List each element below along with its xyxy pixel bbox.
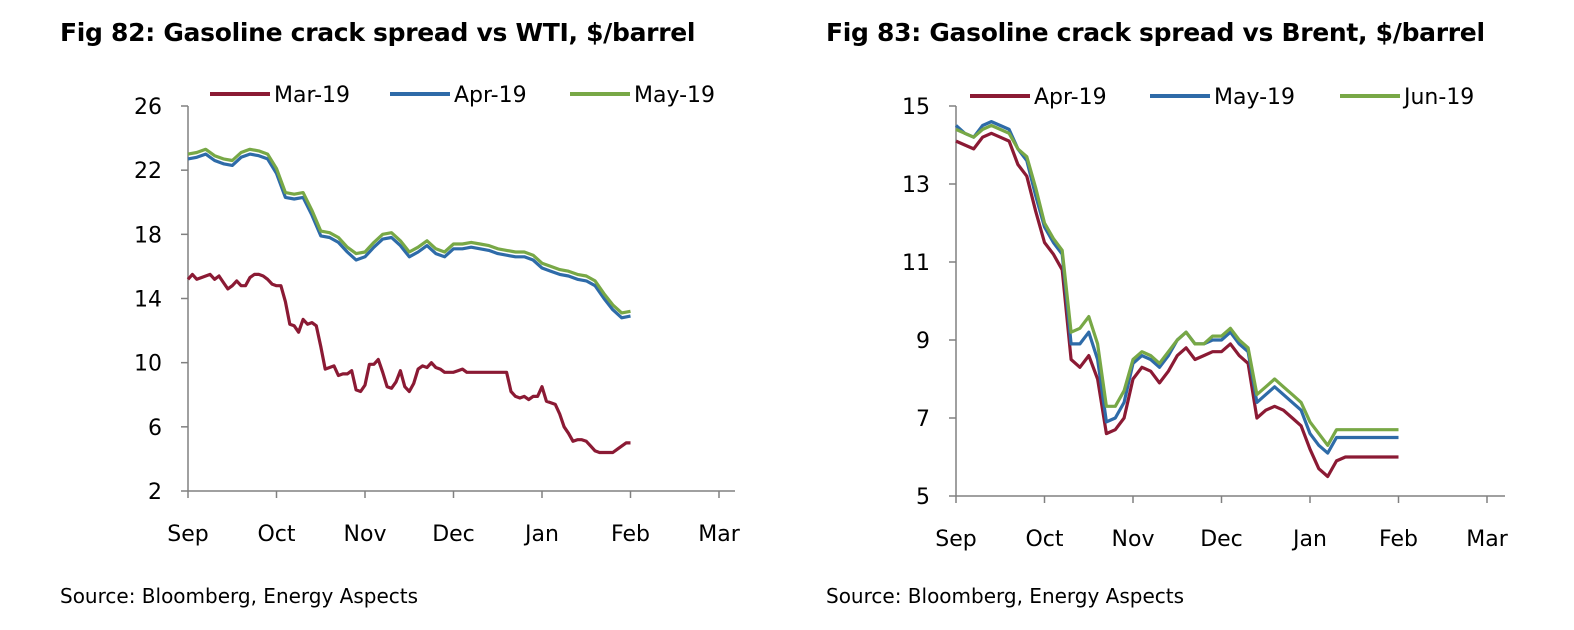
x-tick-label: Nov — [344, 522, 387, 547]
series-line-Apr-19 — [955, 131, 1399, 479]
x-tick-label: Mar — [698, 522, 740, 547]
x-tick-label: Jan — [1291, 527, 1327, 552]
series-line-Jun-19 — [955, 123, 1399, 447]
y-tick-label: 15 — [902, 95, 930, 120]
legend-label: May-19 — [634, 83, 715, 108]
legend-label: Mar-19 — [274, 83, 350, 108]
series-line-Apr-19 — [187, 152, 631, 320]
y-tick-label: 10 — [134, 352, 162, 377]
legend-label: Jun-19 — [1402, 85, 1474, 110]
chart-panel-wti: Fig 82: Gasoline crack spread vs WTI, $/… — [60, 18, 741, 608]
x-tick-label: Mar — [1466, 527, 1508, 552]
x-tick-label: Feb — [1379, 527, 1418, 552]
x-tick-label: Nov — [1112, 527, 1155, 552]
x-tick-label: Oct — [1025, 527, 1063, 552]
y-tick-label: 26 — [134, 95, 162, 120]
y-tick-label: 7 — [916, 407, 930, 432]
legend-label: May-19 — [1214, 85, 1295, 110]
chart-title: Fig 82: Gasoline crack spread vs WTI, $/… — [60, 18, 696, 47]
y-tick-label: 22 — [134, 159, 162, 184]
x-tick-label: Feb — [611, 522, 650, 547]
y-tick-label: 18 — [134, 223, 162, 248]
y-tick-label: 2 — [148, 480, 162, 505]
x-tick-label: Oct — [257, 522, 295, 547]
x-tick-label: Sep — [935, 527, 976, 552]
x-tick-label: Sep — [167, 522, 208, 547]
legend-label: Apr-19 — [454, 83, 527, 108]
y-tick-label: 13 — [902, 173, 930, 198]
legend-label: Apr-19 — [1034, 85, 1107, 110]
x-tick-label: Dec — [432, 522, 475, 547]
x-tick-label: Dec — [1200, 527, 1243, 552]
y-tick-label: 11 — [902, 251, 930, 276]
y-tick-label: 14 — [134, 288, 162, 313]
chart-source: Source: Bloomberg, Energy Aspects — [60, 584, 419, 608]
y-tick-label: 9 — [916, 329, 930, 354]
y-tick-label: 6 — [148, 416, 162, 441]
chart-title: Fig 83: Gasoline crack spread vs Brent, … — [826, 18, 1485, 47]
chart-brent: 5 7 9 11 13 15 Sep Oct Nov Dec Jan Feb Mar Apr-19 May-… — [902, 85, 1509, 552]
chart-panel-brent: Fig 83: Gasoline crack spread vs Brent, … — [790, 0, 1574, 630]
series-line-Mar-19 — [186, 272, 631, 455]
x-tick-label: Jan — [523, 522, 559, 547]
y-tick-label: 5 — [916, 485, 930, 510]
chart-source: Source: Bloomberg, Energy Aspects — [826, 584, 1185, 608]
series-line-May-19 — [187, 147, 631, 315]
